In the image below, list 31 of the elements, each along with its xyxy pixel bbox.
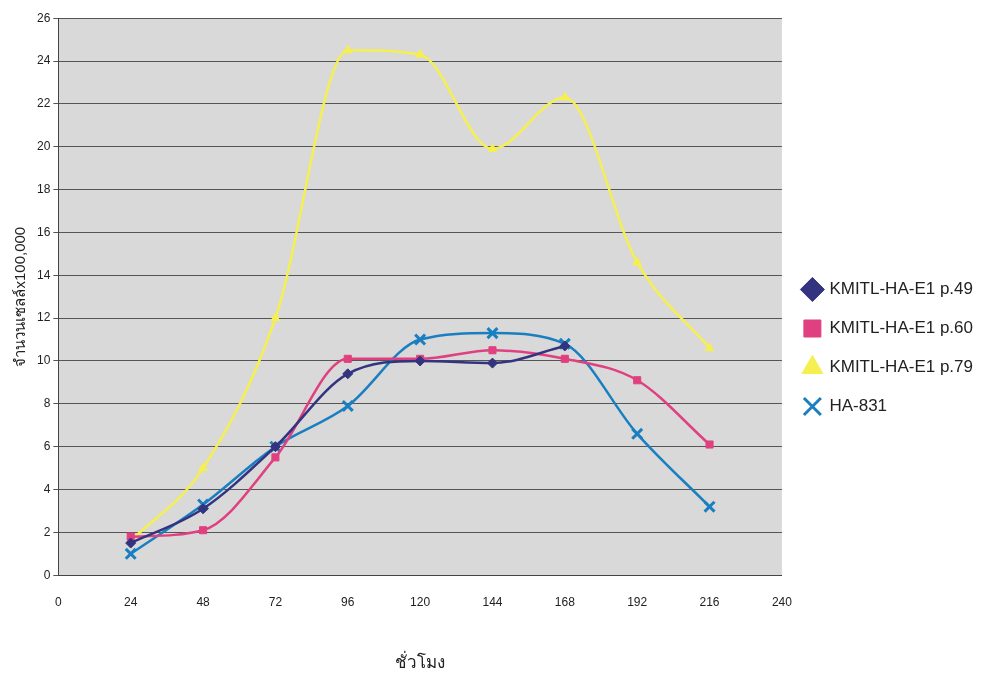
- x-tick-label: 240: [771, 594, 793, 609]
- y-tick-label: 14: [36, 267, 51, 282]
- legend-label: KMITL-HA-E1 p.60: [829, 318, 974, 338]
- x-tick-label: 144: [482, 594, 503, 609]
- y-tick-label: 2: [43, 524, 51, 539]
- x-axis-title: ชั่วโมง: [395, 650, 446, 673]
- x-tick-label: 48: [196, 594, 211, 609]
- y-tick-label: 16: [36, 224, 51, 239]
- legend-label: HA-831: [829, 396, 888, 416]
- y-tick-label: 4: [43, 481, 51, 496]
- y-tick-label: 26: [36, 10, 51, 25]
- y-tick-label: 6: [43, 438, 51, 453]
- x-tick-label: 96: [341, 594, 355, 609]
- x-tick-label: 216: [699, 594, 720, 609]
- x-tick-label: 168: [554, 594, 576, 609]
- y-axis-title: จำนวนเซลล์x100,000: [11, 226, 29, 367]
- legend-label: KMITL-HA-E1 p.79: [829, 357, 974, 377]
- y-tick-label: 24: [36, 53, 51, 68]
- y-tick-label: 8: [43, 396, 51, 411]
- x-tick-label: 0: [55, 594, 62, 609]
- y-tick-label: 22: [36, 96, 51, 111]
- x-tick-label: 192: [627, 594, 648, 609]
- x-tick-label: 24: [124, 594, 138, 609]
- y-tick-label: 10: [36, 353, 51, 368]
- legend-label: KMITL-HA-E1 p.49: [829, 279, 974, 299]
- y-tick-label: 18: [36, 181, 51, 196]
- y-tick-label: 12: [36, 310, 51, 325]
- y-tick-label: 0: [43, 567, 51, 582]
- y-tick-label: 20: [36, 139, 51, 154]
- x-tick-label: 72: [268, 594, 283, 609]
- x-tick-label: 120: [410, 594, 431, 609]
